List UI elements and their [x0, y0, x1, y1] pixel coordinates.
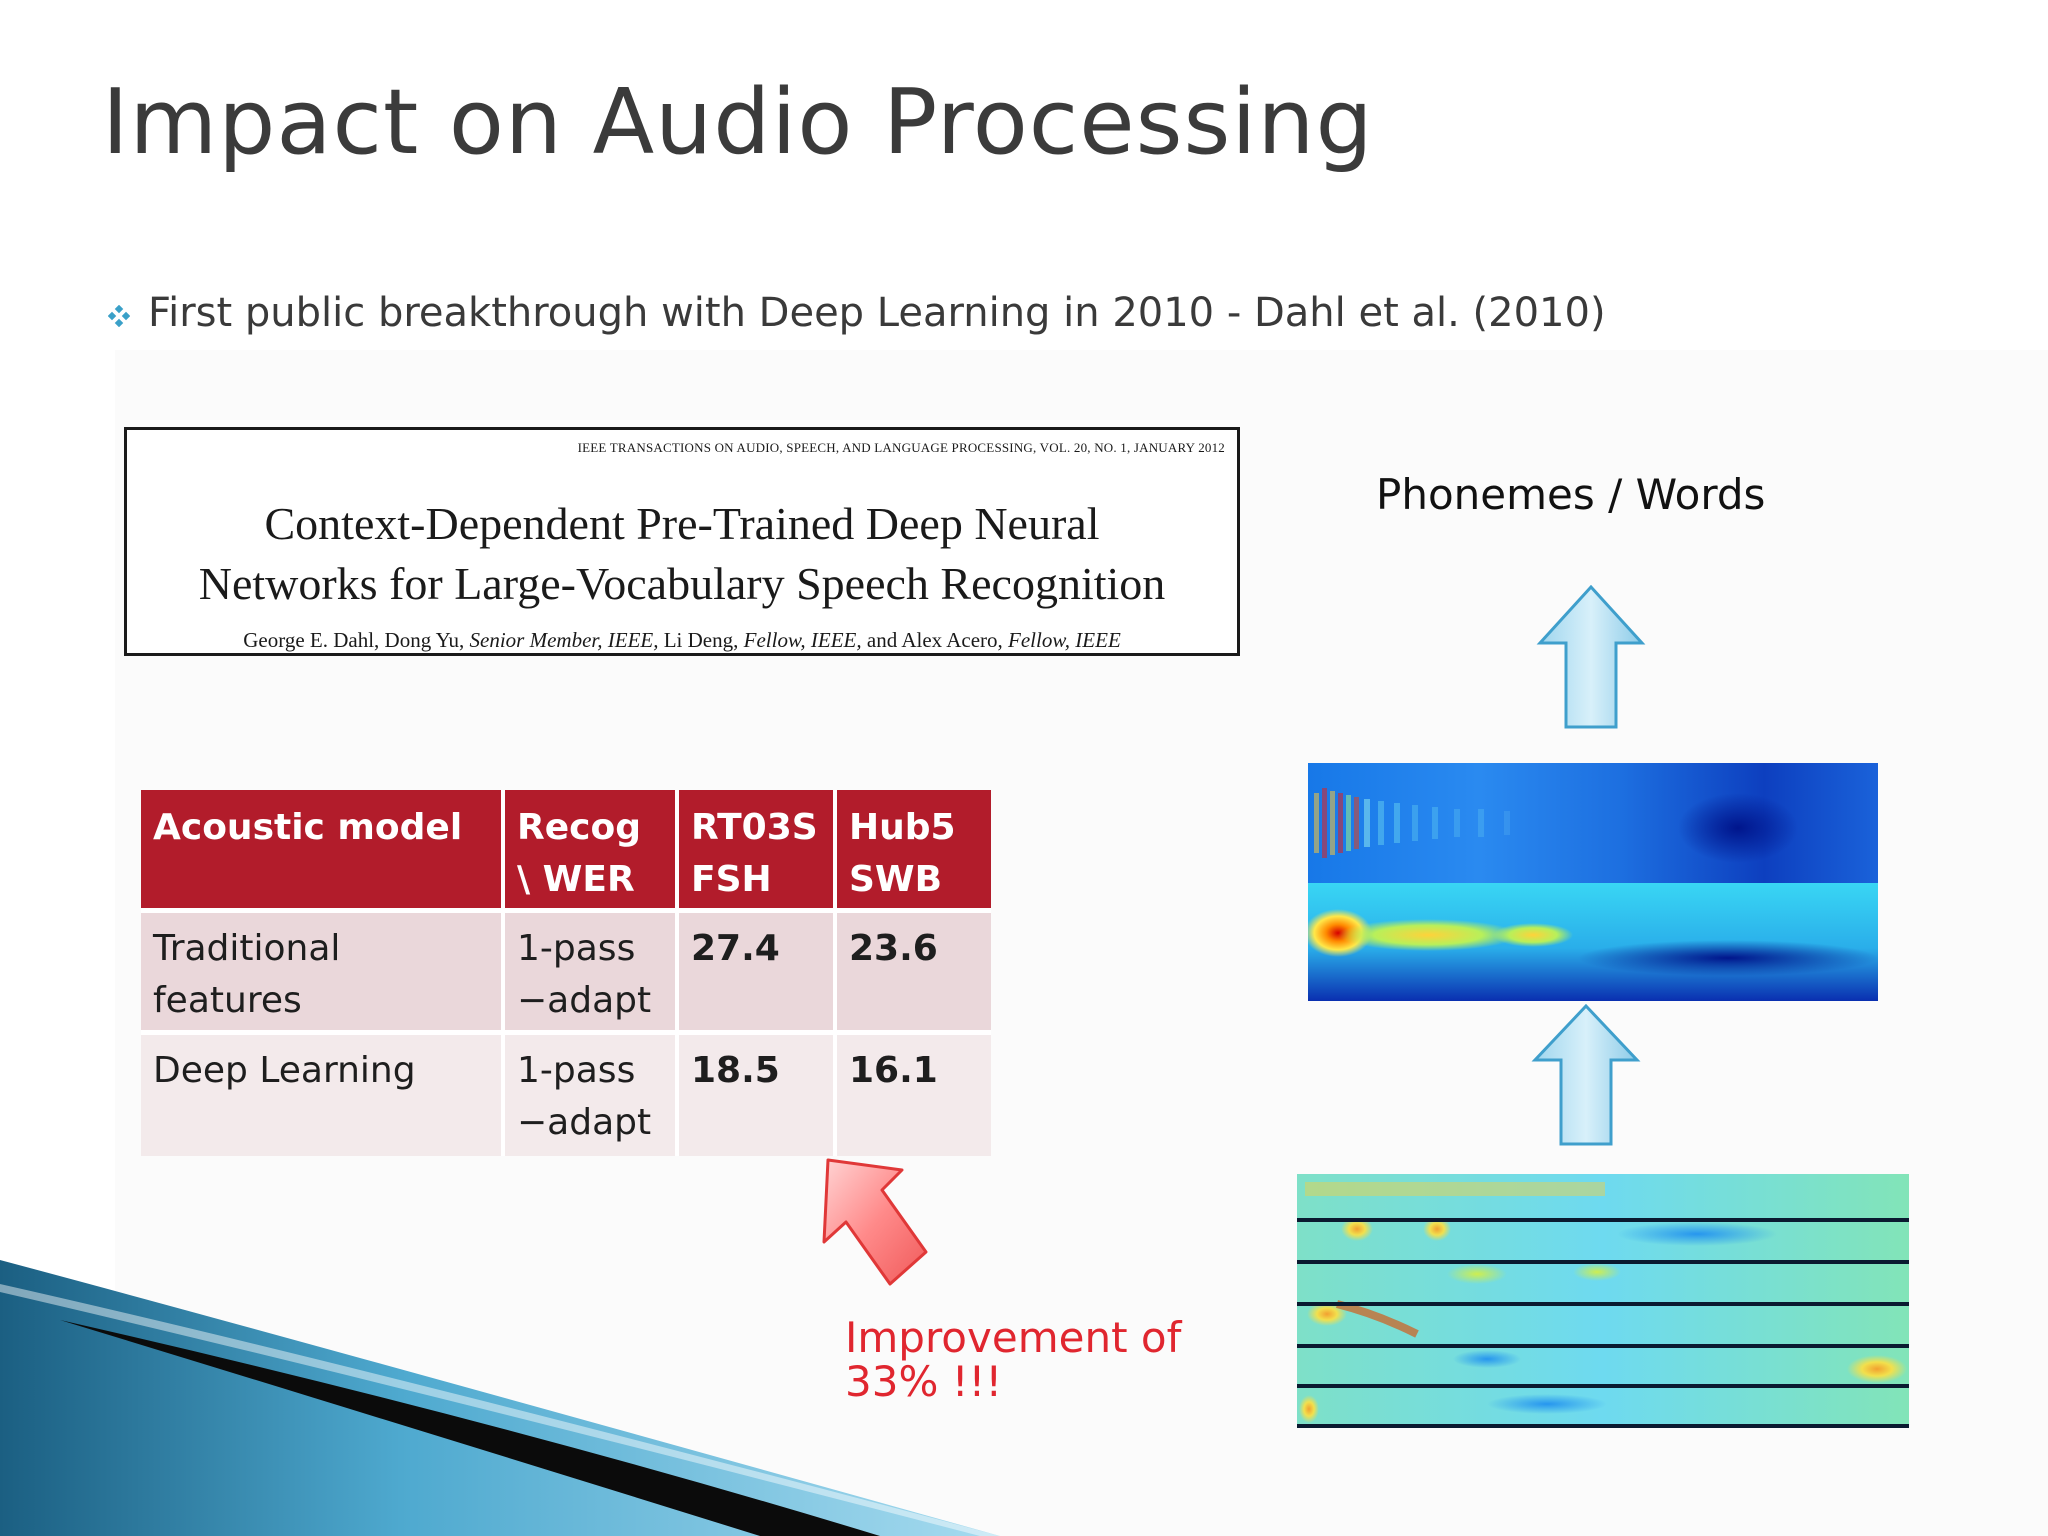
diamond-bullet-icon: [108, 305, 130, 327]
paper-header: IEEE TRANSACTIONS ON AUDIO, SPEECH, AND …: [124, 427, 1240, 656]
feature-map-image: [1308, 763, 1878, 1001]
callout-line: Improvement of: [845, 1313, 1182, 1362]
cell-hub5: 16.1: [849, 1049, 938, 1091]
author-role: Senior Member, IEEE,: [469, 628, 659, 652]
header-recog-wer: Recog \ WER: [503, 790, 679, 910]
table-header-row: Acoustic model Recog \ WER RT03S FSH Hub5 S…: [141, 790, 991, 910]
bullet-text: First public breakthrough with Deep Lear…: [148, 290, 1606, 336]
author-role: Fellow, IEEE,: [743, 628, 862, 652]
table-row: Deep Learning 1-pass −adapt 18.5 16.1: [141, 1032, 991, 1156]
decorative-swoosh: [0, 1260, 1000, 1536]
paper-title-line: Networks for Large-Vocabulary Speech Rec…: [198, 558, 1166, 609]
header-rt03s-fsh: RT03S FSH: [677, 790, 837, 910]
paper-title: Context-Dependent Pre-Trained Deep Neura…: [127, 494, 1237, 614]
header-hub5-swb: Hub5 SWB: [849, 807, 956, 900]
up-arrow-icon: [1531, 1004, 1641, 1146]
results-table: Acoustic model Recog \ WER RT03S FSH Hub5 S…: [141, 790, 991, 1156]
improvement-callout: Improvement of 33% !!!: [845, 1316, 1181, 1404]
author-conjunction: and: [866, 628, 898, 652]
cell-rt03s: 27.4: [677, 910, 837, 1032]
table-row: Traditional features 1-pass −adapt 27.4 23…: [141, 910, 991, 1032]
slide-title: Impact on Audio Processing: [102, 70, 1374, 175]
cell-recog: 1-pass −adapt: [503, 1032, 679, 1156]
input-spectrogram-image: [1297, 1174, 1909, 1428]
bullet-item: First public breakthrough with Deep Lear…: [108, 290, 1606, 336]
cell-recog: 1-pass −adapt: [503, 910, 679, 1032]
paper-journal: IEEE TRANSACTIONS ON AUDIO, SPEECH, AND …: [577, 440, 1225, 455]
callout-line: 33% !!!: [845, 1357, 1003, 1406]
paper-title-line: Context-Dependent Pre-Trained Deep Neura…: [264, 498, 1100, 549]
cell-model: Deep Learning: [141, 1032, 505, 1156]
up-arrow-icon: [1536, 585, 1646, 729]
output-label: Phonemes / Words: [1376, 470, 1766, 519]
cell-model: Traditional features: [141, 910, 505, 1032]
author-name: Dong Yu,: [384, 628, 465, 652]
author-name: Li Deng,: [663, 628, 739, 652]
author-name: Alex Acero,: [901, 628, 1003, 652]
paper-authors: George E. Dahl, Dong Yu, Senior Member, …: [127, 628, 1237, 653]
pointer-arrow-icon: [822, 1158, 928, 1286]
cell-hub5: 23.6: [849, 927, 938, 969]
cell-rt03s: 18.5: [677, 1032, 837, 1156]
header-acoustic-model: Acoustic model: [141, 790, 505, 910]
author-name: George E. Dahl,: [243, 628, 380, 652]
author-role: Fellow, IEEE: [1008, 628, 1121, 652]
